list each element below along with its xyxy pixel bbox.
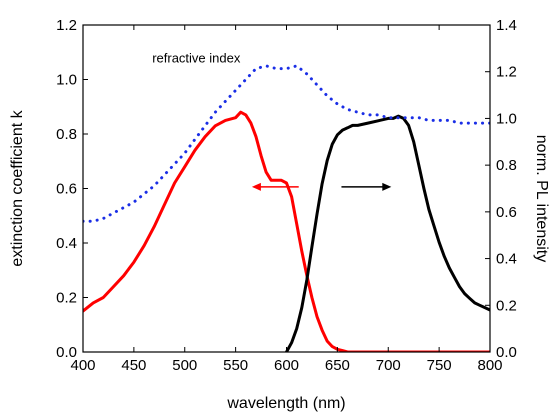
- y-right-tick-label: 0.2: [496, 297, 517, 314]
- series-line-1: [83, 110, 490, 352]
- y-right-tick-label: 1.0: [496, 110, 517, 127]
- y-right-tick-label: 0.4: [496, 251, 517, 268]
- x-tick-label: 500: [172, 357, 197, 374]
- y-left-tick-label: 1.2: [56, 17, 77, 34]
- y-right-tick-label: 0.0: [496, 344, 517, 361]
- y-right-tick-label: 1.2: [496, 64, 517, 81]
- annotation-layer: refractive index: [152, 51, 392, 191]
- x-tick-label: 800: [477, 357, 502, 374]
- y-right-tick-label: 0.6: [496, 204, 517, 221]
- y-right-tick-label: 1.4: [496, 17, 517, 34]
- x-tick-label: 550: [223, 357, 248, 374]
- plot-frame: [82, 24, 491, 353]
- refractive-index-label: refractive index: [152, 51, 241, 66]
- x-tick-label: 650: [325, 357, 350, 374]
- y-left-tick-label: 0.4: [56, 235, 77, 252]
- x-tick-label: 750: [427, 357, 452, 374]
- y-left-tick-label: 0.0: [56, 344, 77, 361]
- series-line-2: [285, 114, 490, 352]
- y-left-tick-label: 0.6: [56, 181, 77, 198]
- series-line-refractive-index: [83, 64, 490, 223]
- y-left-tick-label: 0.2: [56, 290, 77, 307]
- x-axis-title: wavelength (nm): [226, 395, 345, 412]
- arrow-left-head: [251, 182, 261, 191]
- y-right-tick-label: 0.8: [496, 157, 517, 174]
- y-right-axis-title: norm. PL intensity: [533, 135, 550, 262]
- x-tick-label: 400: [70, 357, 95, 374]
- x-tick-label: 450: [121, 357, 146, 374]
- arrow-right-head: [382, 182, 392, 191]
- y-left-tick-label: 1.0: [56, 72, 77, 89]
- ticks-layer: 400 450 500 550 600 650 700 750 8000.00.20.40.60…: [56, 17, 517, 374]
- x-tick-label: 600: [274, 357, 299, 374]
- series-layer: [83, 64, 490, 352]
- y-left-tick-label: 0.8: [56, 126, 77, 143]
- y-left-axis-title: extinction coefficient k: [9, 109, 26, 266]
- x-tick-label: 700: [376, 357, 401, 374]
